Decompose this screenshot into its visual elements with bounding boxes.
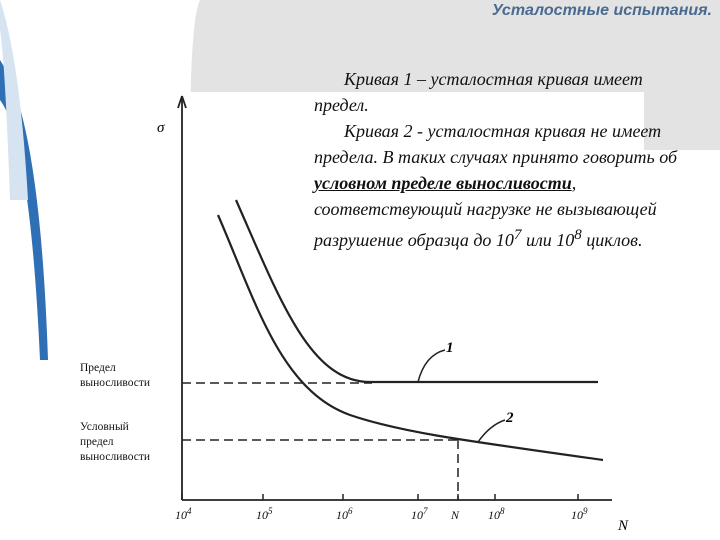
x-axis-label: N	[617, 518, 629, 534]
tick-base: 10	[175, 508, 187, 522]
x-tick-label: 109	[571, 506, 588, 522]
y-axis-label: σ	[157, 120, 165, 136]
tick-base: 10	[488, 508, 500, 522]
text: или 10	[521, 230, 575, 250]
decor-swoosh	[0, 0, 28, 200]
tick-base: N	[450, 508, 460, 522]
level-label: Условный предел выносливости	[80, 421, 151, 463]
leader-1	[417, 349, 446, 383]
tick-exponent: 4	[187, 506, 192, 516]
tick-base: 10	[336, 508, 348, 522]
diagram-bg	[64, 92, 644, 540]
exponent: 7	[513, 227, 522, 243]
paragraph: Кривая 2 - усталостная кривая не имеет п…	[314, 118, 679, 253]
decor-swoosh	[0, 60, 48, 360]
x-tick-label: 104	[175, 506, 192, 522]
paragraph: Кривая 1 – усталостная кривая имеет пред…	[314, 69, 643, 115]
term: условном пределе выносливости	[314, 173, 572, 193]
tick-exponent: 5	[268, 506, 273, 516]
curve-1	[234, 199, 598, 384]
text: Кривая 2 - усталостная кривая не имеет п…	[314, 121, 678, 167]
text: , соответствующий нагрузке не вызывающей…	[314, 173, 657, 250]
axis-arrow	[177, 95, 187, 109]
x-tick-label: 105	[256, 506, 273, 522]
x-tick-label: N	[450, 508, 460, 522]
tick-base: 10	[411, 508, 423, 522]
x-tick-label: 108	[488, 506, 505, 522]
x-tick-label: 106	[336, 506, 353, 522]
leader-2	[477, 419, 506, 443]
level-label: Предел выносливости	[80, 362, 151, 389]
curve-label: 2	[505, 410, 514, 426]
text-block: Кривая 1 – усталостная кривая имеет пред…	[314, 66, 679, 253]
tick-exponent: 9	[583, 506, 588, 516]
exponent: 8	[574, 227, 582, 243]
diagram	[177, 95, 612, 501]
tick-exponent: 7	[423, 506, 428, 516]
curve-2	[216, 214, 604, 462]
tick-exponent: 6	[348, 506, 353, 516]
curve-label: 1	[446, 340, 454, 356]
tick-exponent: 8	[500, 506, 505, 516]
x-tick-label: 107	[411, 506, 428, 522]
tick-base: 10	[571, 508, 583, 522]
tick-base: 10	[256, 508, 268, 522]
slide-title: Усталостные испытания.	[491, 2, 712, 19]
text: циклов.	[581, 230, 643, 250]
